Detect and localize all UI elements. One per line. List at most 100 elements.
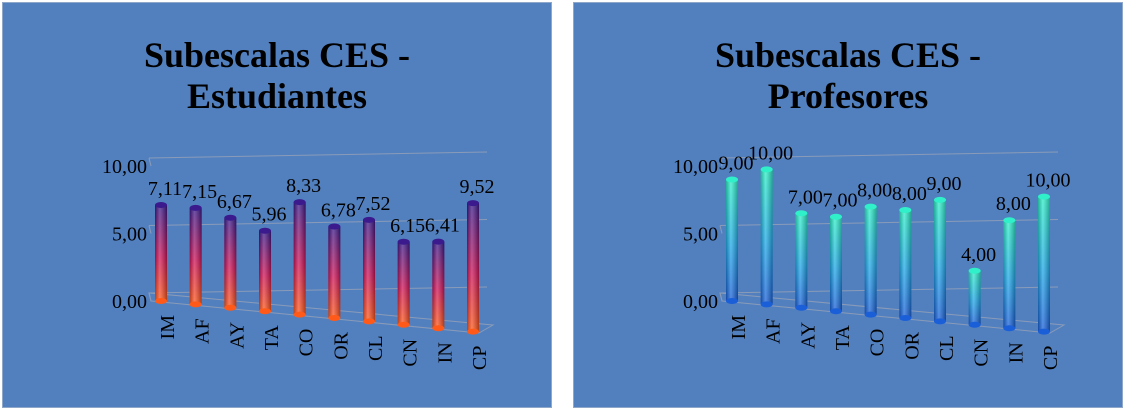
bar-cap [328, 223, 341, 230]
gridline [719, 151, 1059, 159]
bar [864, 203, 877, 318]
bar-cap [1003, 217, 1016, 224]
bar [760, 166, 773, 308]
x-tick-label: AY [226, 322, 248, 349]
data-label: 7,15 [182, 181, 217, 203]
bar-base [328, 315, 341, 321]
bar-shading [397, 241, 410, 325]
x-tick-label: OR [901, 331, 923, 359]
bar-shading [432, 241, 445, 329]
data-label: 8,33 [286, 175, 321, 197]
chart-title-line-2: Profesores [767, 76, 929, 116]
bar-base [432, 325, 445, 332]
y-tick-label: 5,00 [683, 224, 718, 246]
data-label: 10,00 [748, 142, 793, 164]
gridline-depth [719, 157, 723, 167]
y-tick-label: 0,00 [112, 291, 147, 313]
data-label: 8,00 [892, 183, 927, 205]
x-tick-label: AY [797, 322, 819, 349]
chart-title-line-1: Subescalas CES - [143, 35, 411, 75]
y-tick-label: 10,00 [102, 156, 147, 178]
gridline [148, 286, 488, 294]
data-label: 7,11 [148, 178, 182, 200]
data-label: 7,00 [823, 190, 858, 212]
bar [726, 176, 738, 304]
bar-shading [1003, 220, 1016, 329]
gridline-depth [148, 157, 152, 167]
x-tick-label: CL [365, 335, 387, 361]
bar-cap [224, 214, 237, 221]
bar-base [259, 308, 271, 315]
data-label: 7,52 [356, 193, 391, 215]
bar-shading [934, 199, 946, 322]
bar-shading [968, 270, 981, 325]
bar-cap [155, 202, 167, 209]
bar [259, 227, 271, 315]
bar [795, 210, 808, 311]
bar-base [864, 311, 877, 318]
x-tick-label: AF [192, 318, 214, 344]
data-label: 4,00 [961, 244, 996, 266]
bar-shading [830, 216, 842, 312]
bar [155, 202, 167, 304]
gridline [719, 219, 1059, 226]
bar-base [899, 315, 912, 321]
bar-cap [830, 213, 842, 220]
bar [432, 238, 445, 332]
bar [934, 196, 946, 325]
chart-title-line-1: Subescalas CES - [714, 35, 982, 75]
bar [397, 238, 410, 328]
data-label: 8,00 [996, 193, 1031, 215]
bar-base [1038, 328, 1050, 335]
bar-shading [224, 217, 237, 308]
bar-shading [467, 203, 479, 332]
bar-cap [259, 227, 271, 234]
bar-cap [934, 196, 946, 203]
bar [1003, 217, 1016, 332]
gridline [148, 151, 488, 159]
data-label: 10,00 [1026, 170, 1071, 192]
data-label: 5,96 [252, 204, 287, 226]
x-tick-label: AF [763, 318, 785, 344]
x-tick-label: IM [157, 315, 179, 340]
bar-cap [968, 267, 981, 274]
data-label: 6,67 [217, 191, 252, 213]
bar-shading [899, 210, 912, 318]
chart-profesores: Subescalas CES - Profesores 0,00 5,00 10,0… [573, 2, 1123, 408]
bar [328, 223, 341, 321]
bar-shading [328, 226, 341, 318]
bar-cap [293, 199, 306, 206]
bar-cap [189, 204, 202, 211]
x-tick-label: IN [1005, 342, 1027, 363]
bar-shading [760, 169, 773, 305]
bar-base [726, 298, 738, 304]
bar-base [968, 321, 981, 328]
bar-base [760, 301, 773, 308]
bar-base [155, 298, 167, 304]
bar-shading [864, 206, 877, 315]
data-label: 6,15 [390, 215, 425, 237]
bar-base [363, 318, 375, 325]
data-label: 9,52 [460, 176, 495, 198]
x-tick-label: CN [400, 339, 422, 367]
chart-estudiantes: Subescalas CES - Estudiantes 0,00 5,00 10,… [2, 2, 552, 408]
data-label: 7,00 [788, 186, 823, 208]
gridline-depth [148, 225, 152, 234]
bar [189, 204, 202, 308]
bar [968, 267, 981, 328]
bar-cap [795, 210, 808, 217]
gridline [148, 219, 488, 226]
gridline-depth [719, 225, 723, 234]
data-label: 6,78 [321, 199, 356, 221]
y-tick-label: 5,00 [112, 224, 147, 246]
y-tick-label: 0,00 [683, 291, 718, 313]
bar-shading [1038, 196, 1050, 332]
bar-shading [363, 219, 375, 322]
x-tick-label: TA [261, 325, 283, 351]
bar-cap [432, 238, 445, 245]
bar-cap [760, 166, 773, 173]
bar [363, 216, 375, 325]
x-tick-label: CP [469, 346, 491, 370]
bar-base [934, 318, 946, 325]
